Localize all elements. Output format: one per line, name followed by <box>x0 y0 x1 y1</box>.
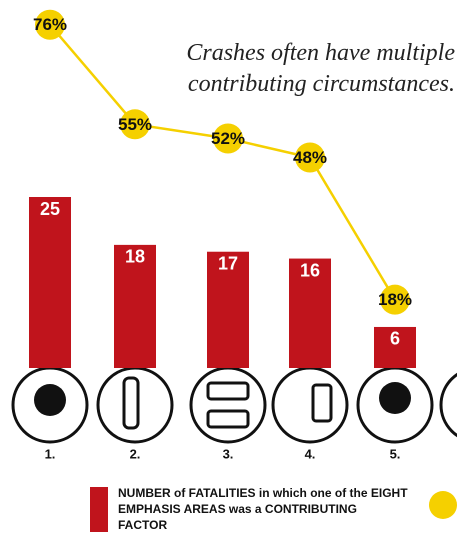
icon <box>439 372 457 438</box>
point <box>120 109 150 140</box>
point-label: 48% <box>293 148 327 167</box>
point <box>295 142 325 173</box>
icon <box>271 366 349 444</box>
icon-face <box>34 384 66 416</box>
icon-belt <box>206 409 250 429</box>
point <box>380 284 410 315</box>
icon <box>189 366 267 444</box>
icon-car <box>122 376 140 430</box>
bar-value-label: 17 <box>218 253 238 273</box>
point-label: 52% <box>211 129 245 148</box>
annotation: Crashes often have multiple contributing… <box>186 40 455 97</box>
legend-dot <box>429 491 457 519</box>
point-label: 55% <box>118 115 152 134</box>
bar <box>114 244 156 368</box>
bar <box>207 251 249 368</box>
x-tick-label: 2. <box>130 446 141 461</box>
x-tick-label: 1. <box>45 446 56 461</box>
icon-belt <box>206 381 250 401</box>
bar-value-label: 6 <box>390 329 400 349</box>
bar <box>374 326 416 368</box>
legend-swatch <box>90 487 108 532</box>
point-label: 76% <box>33 15 67 34</box>
point-label: 18% <box>378 290 412 309</box>
icon-face <box>379 382 411 414</box>
point <box>35 9 65 40</box>
bar-value-label: 16 <box>300 260 320 280</box>
bar <box>29 197 71 368</box>
x-tick-label: 3. <box>223 446 234 461</box>
x-tick-label: 5. <box>390 446 401 461</box>
icon-phone <box>311 383 333 423</box>
icons <box>11 366 457 444</box>
bar <box>289 258 331 368</box>
point <box>213 123 243 154</box>
bar-value-label: 18 <box>125 247 145 267</box>
x-tick-label: 4. <box>305 446 316 461</box>
bar-value-label: 25 <box>40 199 60 219</box>
legend-label: NUMBER of FATALITIES in which one of the… <box>118 486 408 532</box>
